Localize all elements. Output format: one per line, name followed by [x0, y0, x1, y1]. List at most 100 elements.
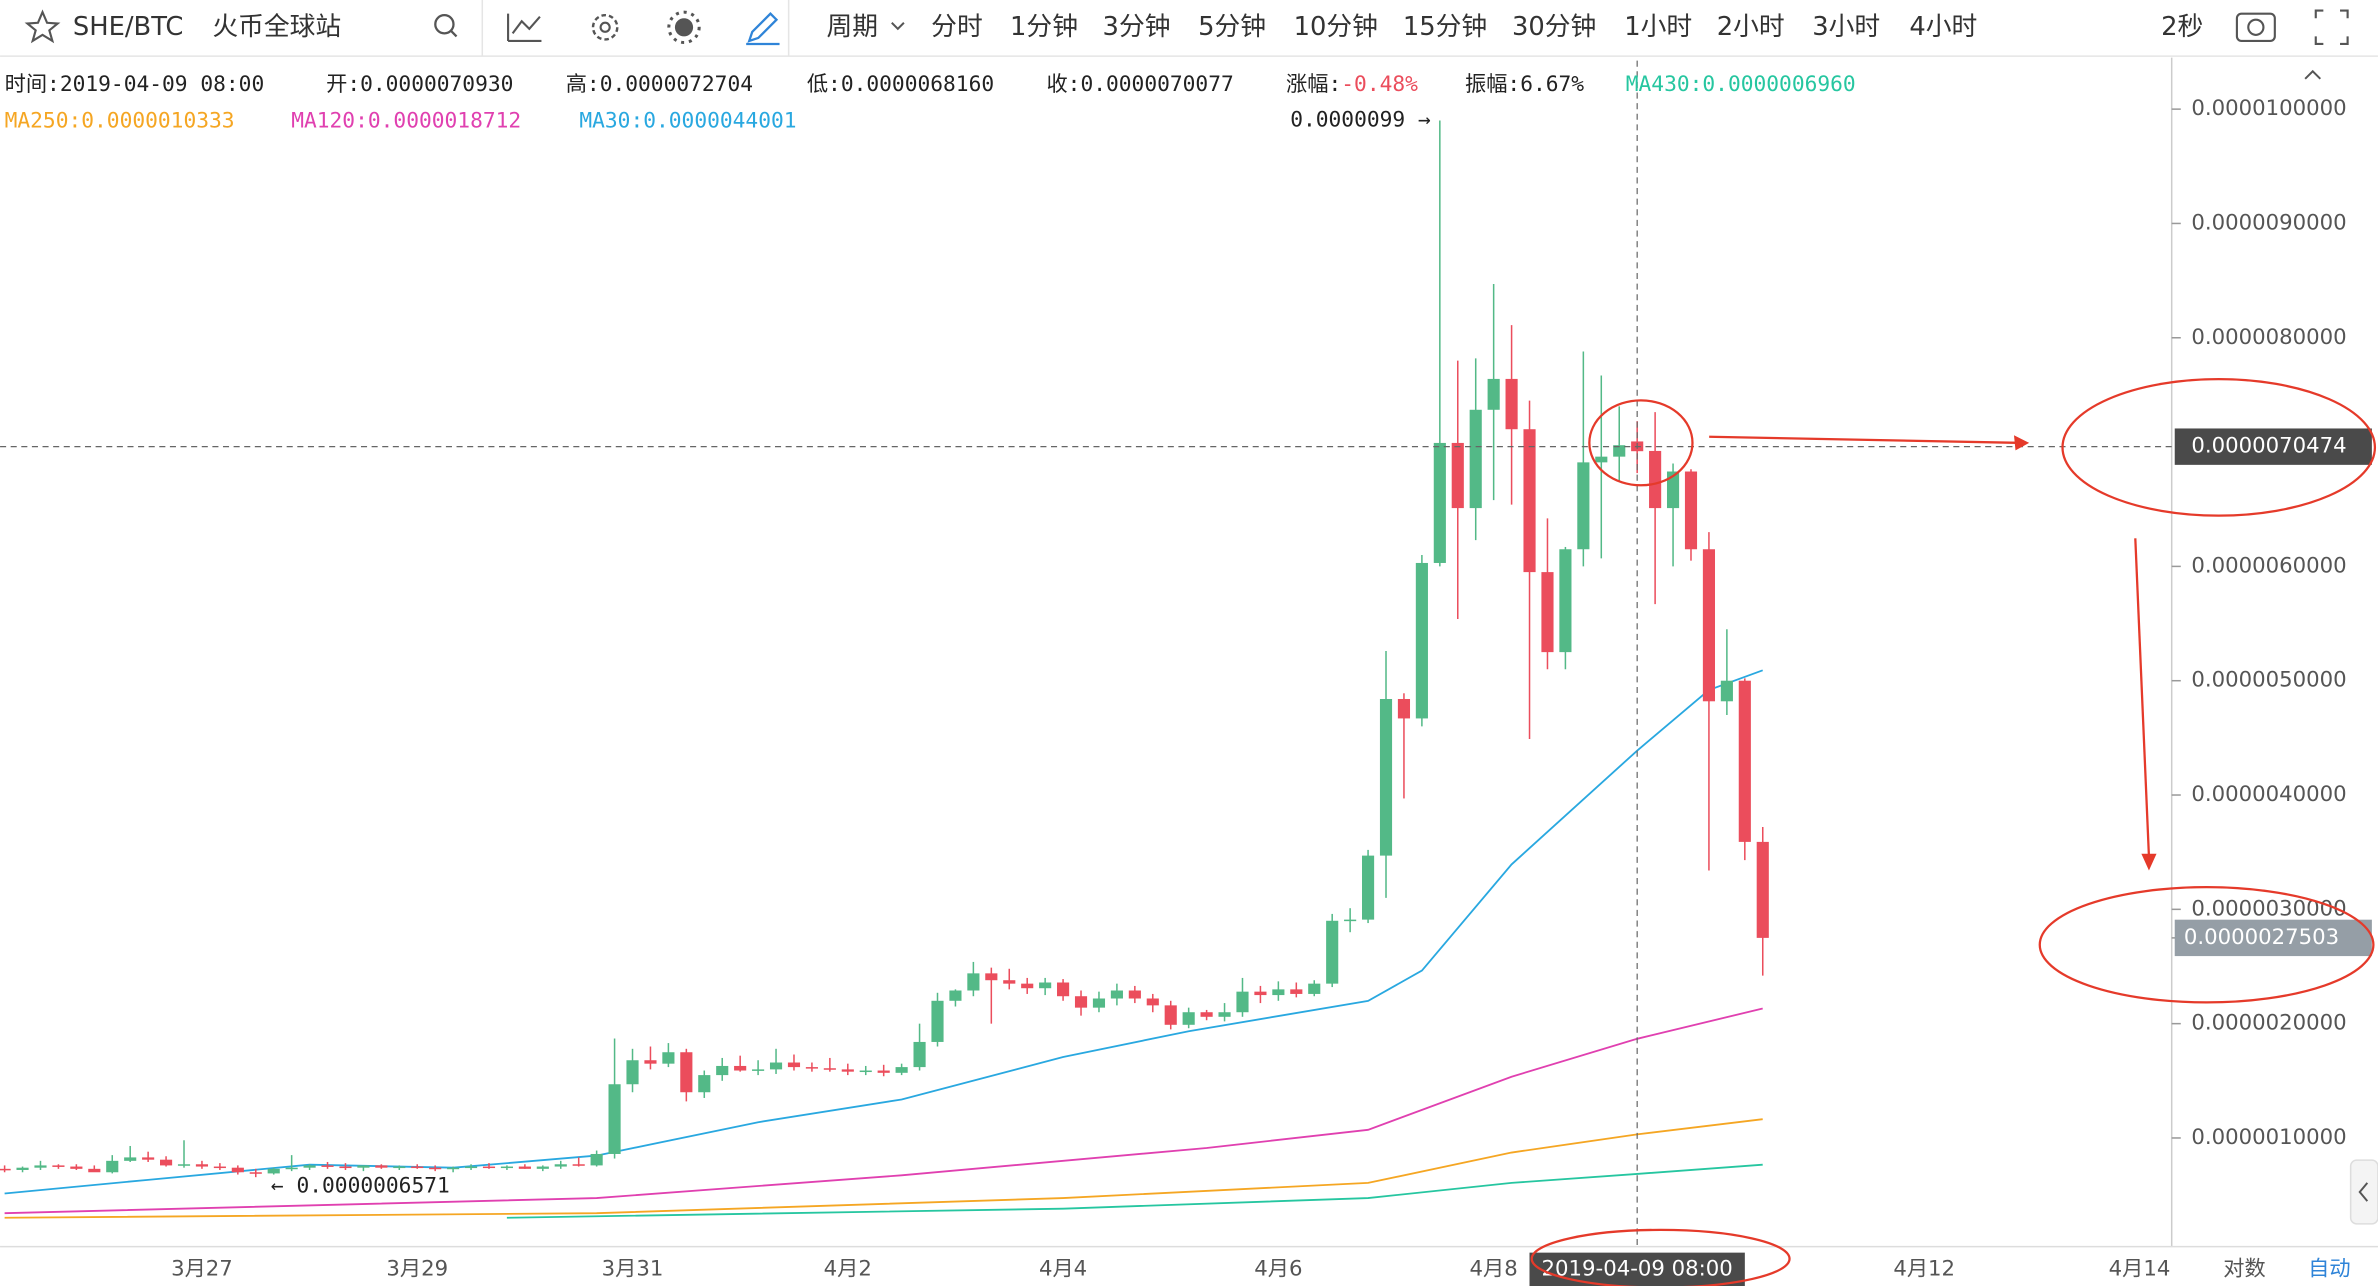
- interval-button[interactable]: 2小时: [1717, 12, 1785, 42]
- candle-body: [393, 1166, 406, 1169]
- info-label: 开:: [326, 72, 360, 97]
- candle-body: [249, 1172, 262, 1174]
- candle-body: [985, 973, 998, 981]
- candle-body: [1738, 680, 1751, 842]
- side-panel-toggle[interactable]: [2349, 1159, 2378, 1225]
- candle-body: [823, 1068, 836, 1070]
- search-icon: [450, 30, 458, 38]
- interval-button[interactable]: 3分钟: [1103, 12, 1171, 42]
- y-tick-label: 0.0000080000: [2191, 325, 2346, 350]
- annotation-circle: [1530, 1228, 1791, 1286]
- info-label: MA30:: [579, 108, 643, 133]
- info-label: 高:: [566, 72, 600, 97]
- y-tick-label: 0.0000090000: [2191, 210, 2346, 235]
- info-label: 时间:: [5, 72, 60, 97]
- candle-body: [500, 1166, 514, 1169]
- info-item: MA120:0.0000018712: [291, 108, 521, 133]
- candle-body: [1541, 572, 1554, 653]
- candle-body: [590, 1153, 603, 1166]
- candle-body: [608, 1084, 621, 1154]
- fullscreen-icon[interactable]: [2314, 9, 2349, 46]
- scale-mode[interactable]: 自动: [2308, 1256, 2350, 1281]
- refresh-rate[interactable]: 2秒: [2161, 12, 2203, 42]
- candle-body: [1720, 680, 1733, 702]
- annotation-circle: [2061, 377, 2377, 517]
- interval-button[interactable]: 4小时: [1909, 12, 1977, 42]
- candle-body: [160, 1159, 173, 1166]
- toolbar: [0, 0, 2378, 57]
- candle-body: [1559, 549, 1572, 653]
- interval-button[interactable]: 30分钟: [1512, 12, 1596, 42]
- candle-body: [1613, 445, 1626, 457]
- settings-icon[interactable]: [591, 13, 619, 41]
- x-tick-label: 3月29: [386, 1256, 448, 1281]
- draw-icon[interactable]: [746, 12, 780, 46]
- candle-body: [482, 1166, 496, 1169]
- screenshot-icon[interactable]: [2235, 12, 2276, 43]
- candle-body: [1756, 841, 1769, 938]
- candle-body: [142, 1157, 155, 1160]
- favorite-star[interactable]: [24, 9, 61, 44]
- candle-body: [913, 1041, 926, 1068]
- info-value: 0.0000010333: [81, 108, 234, 133]
- candle-body: [1433, 442, 1446, 563]
- interval-button[interactable]: 1小时: [1624, 12, 1692, 42]
- candle-body: [1074, 996, 1088, 1008]
- x-tick-label: 4月8: [1470, 1256, 1518, 1281]
- candle-body: [805, 1067, 818, 1069]
- search-icon[interactable]: [434, 14, 455, 35]
- candle-body: [213, 1166, 226, 1169]
- candle-body: [375, 1165, 388, 1168]
- candle-body: [1344, 919, 1357, 922]
- candle-body: [464, 1166, 478, 1169]
- annotation-arrow: [2134, 538, 2151, 857]
- candle-body: [1039, 982, 1052, 989]
- candle-body: [1308, 983, 1321, 994]
- symbol[interactable]: SHE/BTC: [73, 12, 184, 42]
- theme-icon[interactable]: [674, 18, 694, 37]
- candle-body: [1003, 980, 1016, 984]
- info-item: MA430:0.0000006960: [1626, 72, 1856, 97]
- candle-body: [303, 1165, 316, 1168]
- candle-body: [895, 1067, 908, 1073]
- candle-body: [88, 1168, 101, 1173]
- candle-body: [1290, 989, 1303, 994]
- interval-button[interactable]: 分时: [931, 12, 983, 42]
- candle-body: [195, 1164, 209, 1167]
- dropdown-caret: [891, 22, 905, 31]
- annotation-arrowheads: [2013, 435, 2157, 871]
- candle-body: [1379, 698, 1393, 856]
- candle-body: [1326, 920, 1339, 984]
- candle-body: [698, 1075, 711, 1093]
- info-label: MA250:: [5, 108, 82, 133]
- indicator-icon[interactable]: [507, 13, 542, 43]
- period-menu[interactable]: 周期: [827, 12, 879, 42]
- exchange[interactable]: 火币全球站: [212, 12, 341, 42]
- collapse-button[interactable]: [2304, 69, 2322, 80]
- candle-body: [949, 990, 962, 1001]
- scale-mode[interactable]: 对数: [2223, 1256, 2265, 1281]
- interval-button[interactable]: 3小时: [1812, 12, 1880, 42]
- info-item: MA30:0.0000044001: [579, 108, 796, 133]
- interval-button[interactable]: 15分钟: [1403, 12, 1487, 42]
- candle-body: [1362, 855, 1375, 920]
- red-annotations: [1530, 377, 2377, 1286]
- candle-body: [1092, 998, 1106, 1008]
- info-item: 低:0.0000068160: [807, 72, 994, 97]
- candle-body: [339, 1166, 352, 1169]
- candle-body: [411, 1166, 424, 1169]
- interval-button[interactable]: 5分钟: [1198, 12, 1266, 42]
- candle-body: [231, 1167, 244, 1173]
- candle-body: [1272, 989, 1285, 996]
- interval-button[interactable]: 1分钟: [1010, 12, 1078, 42]
- screenshot-icon: [2247, 18, 2265, 36]
- crosshair-time-label: 2019-04-09 08:00: [1542, 1256, 1733, 1281]
- candle-body: [429, 1167, 442, 1170]
- candle-body: [1146, 998, 1159, 1006]
- interval-button[interactable]: 10分钟: [1294, 12, 1378, 42]
- candle-body: [285, 1167, 298, 1170]
- info-item: 高:0.0000072704: [566, 72, 753, 97]
- candle-body: [1182, 1012, 1195, 1025]
- candle-body: [967, 973, 980, 991]
